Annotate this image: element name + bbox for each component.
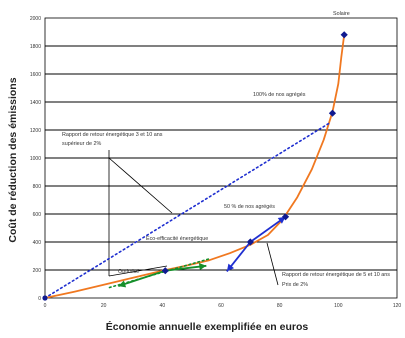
y-tick-label: 0 [38,296,41,302]
data-marker [340,31,348,39]
data-marker [281,213,290,221]
x-tick-label: 80 [277,303,283,309]
arrow-head [277,216,286,224]
x-tick-label: 40 [160,303,166,309]
annotation-upper: 100% de nos agrégés [253,92,306,98]
annotation-left-2: supérieur de 2% [62,141,101,147]
x-axis-title: Économie annuelle exemplifiée en euros [106,320,309,333]
y-tick-label: 1400 [30,100,41,106]
x-tick-label: 0 [44,303,47,309]
arrow-head [198,263,207,271]
data-marker [161,267,169,275]
data-marker [328,109,337,117]
y-tick-label: 1600 [30,72,41,78]
tick-labels: 0 200 400 600 800 1000 1200 1400 1600 1800 2000 0 20… [30,16,402,309]
leader-lines [108,150,279,286]
origin-marker [42,295,48,301]
annotation-bottom-right-2: Prix de 2% [282,282,308,288]
x-tick-label: 60 [218,303,224,309]
y-tick-label: 800 [33,184,42,190]
y-tick-label: 400 [33,240,42,246]
data-markers [42,31,348,301]
y-tick-label: 1200 [30,128,41,134]
data-marker [246,238,254,246]
arrow-shaft [118,269,166,287]
series-line [44,34,346,299]
series-arrows [118,216,287,288]
grid [45,45,397,271]
annotation-top: Solaire [333,11,350,17]
annotation-bottom-right-1: Rapport de retour énergétique de 5 et 10… [282,272,390,278]
y-tick-label: 600 [33,212,42,218]
annotation-center: Éco-efficacité énergétique [146,235,208,242]
annotation-bottom-left: Optimisé [118,269,139,275]
y-tick-label: 1000 [30,156,41,162]
y-tick-label: 2000 [30,16,41,22]
y-tick-label: 200 [33,268,42,274]
x-tick-label: 100 [334,303,343,309]
arrow-head [118,280,127,288]
annotation-mid: 50 % de nos agrégés [224,204,275,210]
y-axis-title: Coût de réduction des émissions [7,77,19,242]
arrow-head [226,263,235,272]
annotation-left-1: Rapport de retour énergétique 3 et 10 an… [62,132,163,138]
arrow-shaft [249,216,287,243]
x-tick-label: 20 [101,303,107,309]
x-tick-label: 120 [393,303,402,309]
y-tick-label: 1800 [30,44,41,50]
series-line [44,122,331,299]
